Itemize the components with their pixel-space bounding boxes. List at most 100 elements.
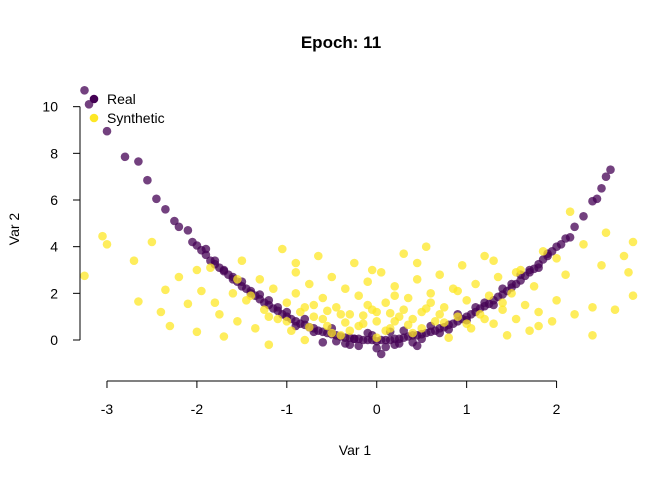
point-real-137 <box>498 284 507 294</box>
point-synthetic-106 <box>435 310 445 319</box>
x-tick-label: 1 <box>463 401 471 417</box>
point-real-139 <box>525 265 534 275</box>
point-real-121 <box>282 307 292 317</box>
point-synthetic-40 <box>345 310 355 319</box>
point-real-5 <box>143 175 152 185</box>
point-synthetic-104 <box>399 305 409 315</box>
point-synthetic-47 <box>376 268 386 277</box>
point-synthetic-139 <box>489 256 498 266</box>
point-synthetic-66 <box>462 296 472 305</box>
point-synthetic-8 <box>174 272 184 282</box>
point-synthetic-142 <box>192 265 202 275</box>
point-synthetic-19 <box>251 324 260 333</box>
point-synthetic-124 <box>323 306 332 316</box>
point-synthetic-143 <box>552 253 561 263</box>
point-synthetic-4 <box>134 297 143 306</box>
y-axis: 0 2 4 6 8 10 <box>42 99 81 348</box>
point-synthetic-130 <box>246 291 256 301</box>
point-synthetic-35 <box>323 321 332 331</box>
point-real-130 <box>332 336 341 346</box>
point-synthetic-58 <box>426 289 436 298</box>
point-synthetic-30 <box>300 335 310 345</box>
y-tick-label: 10 <box>42 99 58 115</box>
point-synthetic-138 <box>291 258 301 268</box>
point-real-113 <box>480 298 489 308</box>
point-synthetic-48 <box>381 298 391 308</box>
point-synthetic-123 <box>372 317 382 326</box>
legend-marker-real <box>89 94 99 104</box>
point-synthetic-81 <box>529 282 539 291</box>
point-synthetic-110 <box>381 326 391 336</box>
point-synthetic-103 <box>372 307 382 317</box>
point-real-118 <box>417 334 427 344</box>
point-synthetic-128 <box>305 322 314 332</box>
point-synthetic-98 <box>318 314 328 324</box>
point-synthetic-122 <box>403 320 413 330</box>
point-real-103 <box>372 343 382 353</box>
point-synthetic-119 <box>264 312 274 322</box>
point-real-101 <box>318 338 328 347</box>
point-synthetic-1 <box>98 231 107 241</box>
point-synthetic-96 <box>628 237 638 247</box>
point-real-9 <box>174 222 184 232</box>
point-synthetic-129 <box>439 318 449 327</box>
points-layer <box>80 86 638 359</box>
point-real-99 <box>601 172 611 181</box>
point-synthetic-84 <box>547 317 557 326</box>
point-synthetic-136 <box>367 265 377 275</box>
point-synthetic-131 <box>498 298 507 308</box>
point-synthetic-61 <box>439 303 449 312</box>
point-real-100 <box>606 165 615 174</box>
point-synthetic-20 <box>255 275 265 284</box>
point-synthetic-87 <box>565 207 575 216</box>
y-axis-title: Var 2 <box>6 213 22 246</box>
point-synthetic-37 <box>332 303 341 312</box>
point-synthetic-121 <box>341 318 350 327</box>
point-real-123 <box>255 290 265 299</box>
point-synthetic-28 <box>291 268 301 277</box>
point-real-7 <box>161 205 170 214</box>
point-synthetic-126 <box>358 311 368 320</box>
point-synthetic-9 <box>183 299 193 309</box>
point-synthetic-137 <box>412 258 422 268</box>
point-synthetic-31 <box>305 279 314 289</box>
point-synthetic-77 <box>511 314 521 324</box>
point-synthetic-14 <box>219 332 229 341</box>
point-real-120 <box>444 325 454 334</box>
x-axis-title: Var 1 <box>339 442 372 458</box>
point-synthetic-74 <box>498 305 507 315</box>
point-real-143 <box>556 240 566 249</box>
point-synthetic-42 <box>354 291 364 301</box>
point-synthetic-21 <box>260 305 269 315</box>
point-synthetic-36 <box>327 272 337 282</box>
point-synthetic-107 <box>282 317 292 326</box>
point-synthetic-120 <box>480 314 489 324</box>
point-synthetic-64 <box>453 312 463 322</box>
point-synthetic-93 <box>610 305 620 315</box>
legend-marker-synthetic <box>89 113 99 123</box>
point-synthetic-76 <box>507 289 516 298</box>
point-synthetic-34 <box>318 293 328 303</box>
y-tick-label: 2 <box>50 285 58 301</box>
point-synthetic-141 <box>511 268 521 277</box>
point-real-8 <box>170 216 179 226</box>
point-synthetic-55 <box>412 275 422 284</box>
point-synthetic-135 <box>588 331 597 340</box>
point-real-117 <box>381 342 391 352</box>
point-synthetic-92 <box>601 228 611 237</box>
point-synthetic-118 <box>453 286 463 296</box>
point-synthetic-79 <box>520 300 530 310</box>
point-synthetic-109 <box>345 326 355 336</box>
point-synthetic-0 <box>80 271 89 281</box>
point-synthetic-27 <box>287 326 296 336</box>
point-synthetic-95 <box>624 268 633 277</box>
point-synthetic-44 <box>363 277 373 287</box>
point-synthetic-46 <box>372 333 382 343</box>
point-synthetic-90 <box>588 303 597 312</box>
point-real-131 <box>394 339 404 348</box>
point-synthetic-83 <box>538 247 548 256</box>
point-synthetic-41 <box>350 258 359 268</box>
point-synthetic-59 <box>430 317 440 326</box>
point-real-97 <box>592 194 602 204</box>
legend-label-synthetic: Synthetic <box>107 110 165 126</box>
